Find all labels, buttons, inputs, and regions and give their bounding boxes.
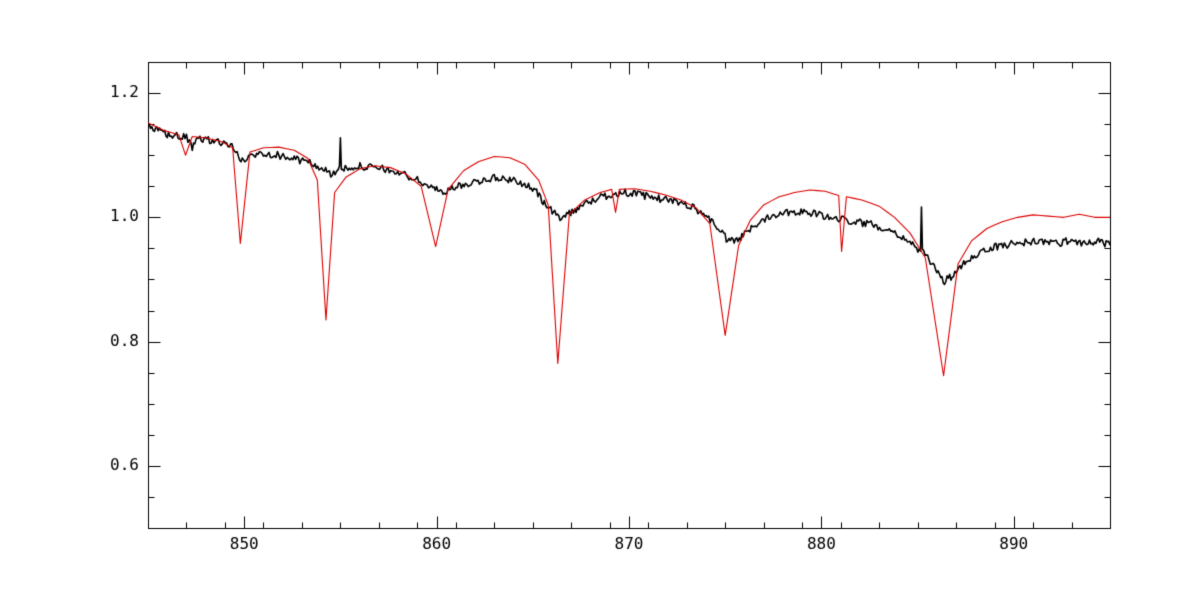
- spectrum-plot-canvas: [0, 0, 1200, 600]
- spectrum-figure: 24.047079 1.4791055 1.0000000 1.6721851 …: [0, 0, 1200, 600]
